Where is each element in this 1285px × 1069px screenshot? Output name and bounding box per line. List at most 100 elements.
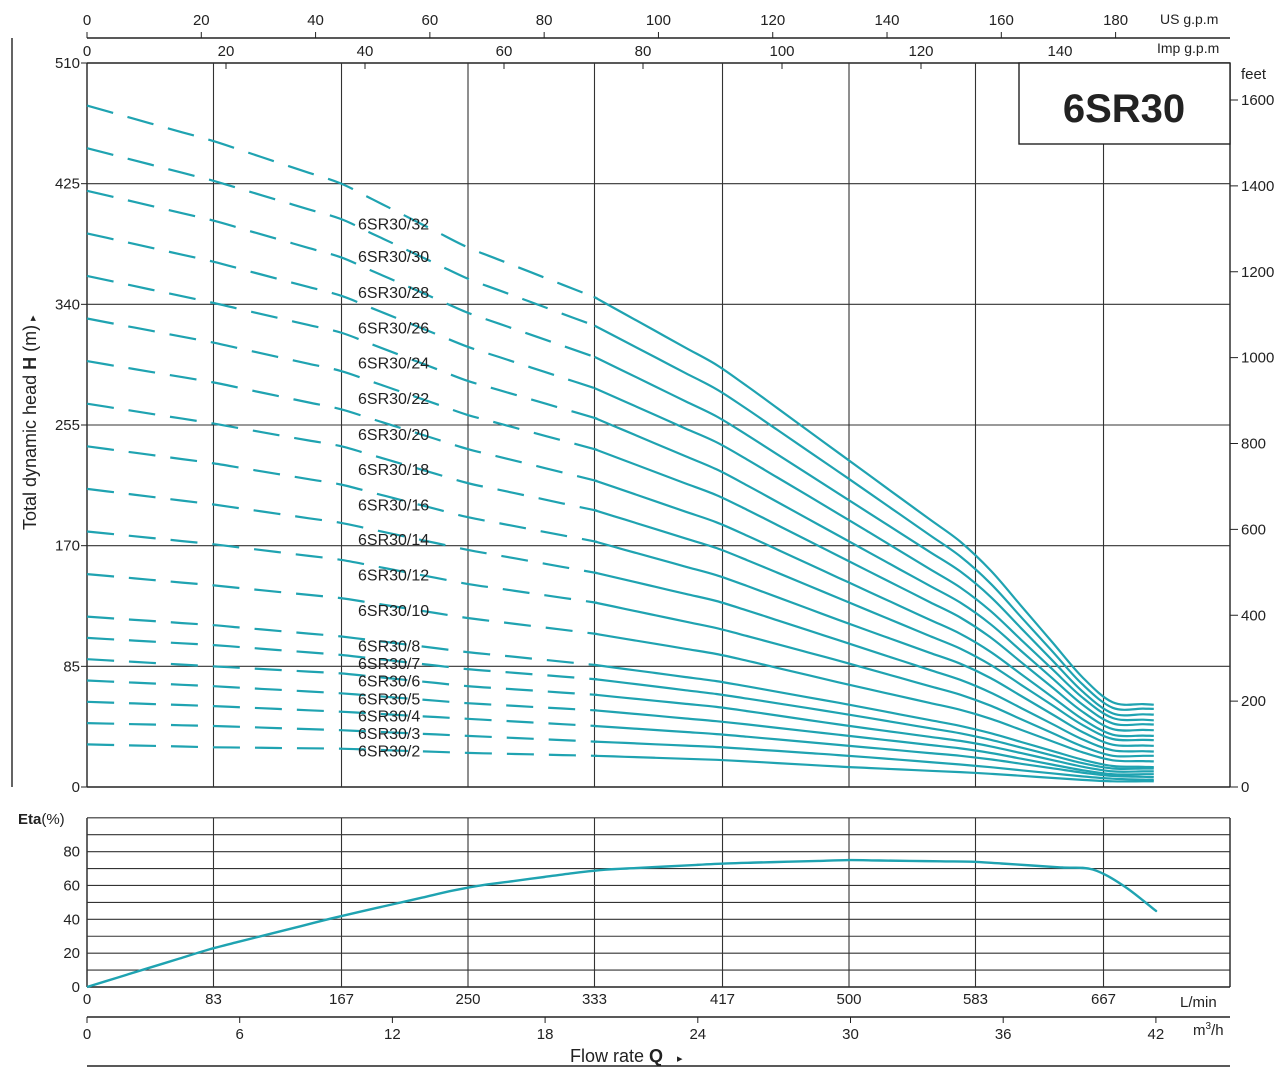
head-curve-15	[594, 693, 1154, 773]
head-curve-dashed-14	[86, 636, 598, 681]
head-curve-dashed-7	[86, 360, 598, 483]
head-curve-dashed-11	[86, 530, 598, 604]
title-badge: 6SR30	[1018, 62, 1231, 145]
series-label: 6SR30/8	[358, 638, 420, 655]
head-tick: 425	[55, 176, 80, 193]
lmin-tick: 83	[205, 991, 222, 1008]
head-curve-dashed-5	[86, 274, 598, 420]
head-curve-14	[594, 678, 1154, 771]
eta-tick: 20	[63, 945, 80, 962]
head-tick: 0	[72, 779, 80, 796]
us-gpm-tick: 120	[760, 12, 785, 29]
eta-tick: 80	[63, 844, 80, 861]
imp-gpm-tick: 20	[218, 43, 235, 60]
lmin-tick: 250	[455, 991, 480, 1008]
head-curve-dashed-9	[86, 445, 598, 543]
m3h-tick: 42	[1148, 1026, 1165, 1043]
us-gpm-tick: 0	[83, 12, 91, 29]
head-axis-title: Total dynamic head H (m)▸	[20, 315, 40, 530]
head-curve-dashed-1	[86, 104, 598, 300]
m3h-unit: m3/h	[1193, 1021, 1224, 1039]
imp-gpm-tick: 80	[635, 43, 652, 60]
head-curve-2	[593, 324, 1154, 711]
series-label: 6SR30/16	[358, 497, 429, 514]
series-label: 6SR30/6	[358, 674, 420, 691]
eta-tick: 0	[72, 979, 80, 996]
feet-tick: 600	[1241, 521, 1266, 538]
curves: 6SR30/32 6SR30/30 6SR30/28 6SR30/26 6SR30/24…	[86, 104, 1158, 989]
head-curve-18	[594, 740, 1154, 781]
imp-gpm-tick: 60	[496, 43, 513, 60]
series-label: 6SR30/18	[358, 462, 429, 479]
feet-tick: 1000	[1241, 350, 1274, 367]
lmin-tick: 583	[963, 991, 988, 1008]
head-curve-9	[594, 540, 1154, 747]
feet-tick: 1400	[1241, 178, 1274, 195]
eta-tick: 60	[63, 877, 80, 894]
us-gpm-tick: 180	[1103, 12, 1128, 29]
feet-tick: 400	[1241, 607, 1266, 624]
m3h-tick: 36	[995, 1026, 1012, 1043]
us-gpm-tick: 140	[875, 12, 900, 29]
head-curve-10	[594, 571, 1154, 753]
head-curve-17	[594, 724, 1154, 779]
head-curve-19	[594, 754, 1154, 783]
lmin-tick: 333	[582, 991, 607, 1008]
imp-gpm-tick: 0	[83, 43, 91, 60]
head-tick: 255	[55, 417, 80, 434]
series-label: 6SR30/28	[358, 285, 429, 302]
head-curve-dashed-17	[86, 700, 598, 728]
imp-gpm-tick: 120	[908, 43, 933, 60]
head-curve-11	[594, 601, 1154, 758]
feet-tick: 1200	[1241, 264, 1274, 281]
lmin-tick: 0	[83, 991, 91, 1008]
feet-tick: 0	[1241, 779, 1249, 796]
head-curve-dashed-10	[86, 487, 598, 575]
head-tick: 85	[63, 658, 80, 675]
series-label: 6SR30/14	[358, 532, 429, 549]
feet-tick: 1600	[1241, 92, 1274, 109]
m3h-tick: 30	[842, 1026, 859, 1043]
head-tick: 510	[55, 55, 80, 72]
feet-tick: 200	[1241, 693, 1266, 710]
series-label: 6SR30/4	[358, 708, 420, 725]
flow-axis-title: Flow rate Q ▸	[570, 1046, 683, 1066]
head-tick: 340	[55, 296, 80, 313]
frame	[11, 37, 1231, 1067]
series-label: 6SR30/20	[358, 427, 429, 444]
series-label: 6SR30/3	[358, 726, 420, 743]
head-curve-dashed-6	[86, 317, 598, 451]
head-curve-4	[594, 387, 1154, 722]
eta-axis-title: Eta(%)	[18, 811, 65, 828]
us-gpm-tick: 60	[422, 12, 439, 29]
us-gpm-tick: 80	[536, 12, 553, 29]
series-label: 6SR30/12	[358, 567, 429, 584]
head-curve-8	[594, 509, 1154, 742]
head-curve-dashed-12	[86, 573, 598, 636]
head-curve-dashed-8	[86, 402, 598, 512]
imp-gpm-tick: 140	[1047, 43, 1072, 60]
series-label: 6SR30/2	[358, 743, 420, 760]
head-curve-3	[594, 355, 1154, 717]
lmin-tick: 167	[329, 991, 354, 1008]
eta-tick: 40	[63, 911, 80, 928]
series-label: 6SR30/32	[358, 216, 429, 233]
series-label: 6SR30/10	[358, 603, 429, 620]
head-curve-13	[594, 663, 1154, 769]
head-curve-dashed-16	[86, 679, 598, 712]
head-curve-dashed-15	[86, 658, 598, 696]
us-gpm-tick: 100	[646, 12, 671, 29]
feet-unit: feet	[1241, 66, 1267, 83]
series-label: 6SR30/30	[358, 249, 429, 266]
head-curve-7	[594, 479, 1154, 738]
head-curve-16	[594, 709, 1154, 776]
grid	[87, 63, 1230, 987]
m3h-tick: 6	[236, 1026, 244, 1043]
series-label: 6SR30/26	[358, 320, 429, 337]
feet-tick: 800	[1241, 436, 1266, 453]
head-curve-1	[593, 296, 1154, 706]
title-badge-text: 6SR30	[1063, 87, 1185, 131]
head-curve-dashed-18	[86, 722, 598, 743]
